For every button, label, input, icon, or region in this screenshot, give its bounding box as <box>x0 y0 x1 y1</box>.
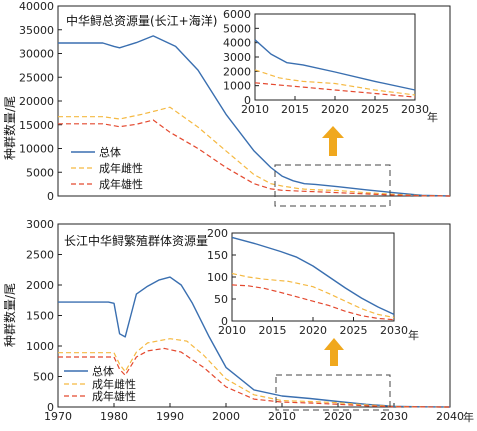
bottom-inset-ytick-label: 150 <box>207 249 228 262</box>
bottom-line-male <box>58 347 451 408</box>
bottom-line-female <box>58 338 451 408</box>
bottom-inset: 0 50 100 150 200 2010 2015 2020 2025 2030 年 <box>207 227 419 342</box>
top-inset-frame <box>254 13 416 101</box>
bottom-legend-label-female: 成年雌性 <box>92 377 136 391</box>
bottom-inset-line-female <box>231 272 395 319</box>
bottom-inset-ytick-label: 0 <box>221 315 228 328</box>
bottom-ylabel: 种群数量/尾 <box>2 283 17 347</box>
bottom-ytick-label: 0 <box>47 401 54 414</box>
top-inset-ytick-label: 2000 <box>223 65 251 78</box>
top-ytick-label: 0 <box>47 190 54 203</box>
bottom-ytick-label: 3000 <box>26 218 54 231</box>
top-legend-label-total: 总体 <box>99 145 121 159</box>
top-inset-line-total <box>254 39 416 91</box>
bottom-xtick-label: 2010 <box>268 410 296 423</box>
bottom-x-ticks: 1970 1980 1990 2000 2010 2020 2030 2040 <box>44 403 464 423</box>
bottom-xtick-label: 2030 <box>380 410 408 423</box>
bottom-inset-line-total <box>231 236 395 316</box>
bottom-title: 长江中华鲟繁殖群体资源量 <box>64 233 208 248</box>
top-line-total <box>58 35 451 197</box>
bottom-xtick-label: 1990 <box>156 410 184 423</box>
bottom-ytick-label: 2000 <box>26 279 54 292</box>
top-inset-xtick-label: 2010 <box>241 103 269 116</box>
bottom-inset-xtick-label: 2020 <box>299 324 327 337</box>
top-inset-series <box>254 39 416 98</box>
bottom-series <box>58 276 451 408</box>
top-inset-xtick-label: 2030 <box>401 103 429 116</box>
top-arrow-head <box>322 126 344 138</box>
top-inset-line-female <box>254 69 416 96</box>
bottom-arrow-head <box>324 338 344 350</box>
top-inset-xtick-label: 2020 <box>321 103 349 116</box>
top-inset-ytick-label: 6000 <box>223 8 251 21</box>
top-inset-ytick-label: 0 <box>244 94 251 107</box>
bottom-inset-xunit: 年 <box>408 328 419 342</box>
top-legend-label-female: 成年雌性 <box>99 161 143 175</box>
top-y-ticks: 0 5000 10000 15000 20000 25000 30000 35000 40000 <box>19 0 62 203</box>
top-arrow-stem <box>329 138 337 156</box>
top-ytick-label: 30000 <box>19 48 54 61</box>
top-inset-ytick-label: 5000 <box>223 22 251 35</box>
top-ytick-label: 25000 <box>19 71 54 84</box>
top-line-male <box>58 119 451 197</box>
top-ylabel: 种群数量/尾 <box>2 96 17 160</box>
bottom-legend-label-male: 成年雄性 <box>92 389 136 403</box>
bottom-inset-frame <box>231 232 395 322</box>
bottom-ytick-label: 1500 <box>26 310 54 323</box>
bottom-xtick-label: 2000 <box>212 410 240 423</box>
top-ytick-label: 20000 <box>19 95 54 108</box>
bottom-inset-xtick-label: 2025 <box>340 324 368 337</box>
top-inset-ytick-label: 1000 <box>223 80 251 93</box>
bottom-xtick-label: 2040 <box>436 410 464 423</box>
bottom-inset-ytick-label: 50 <box>214 293 228 306</box>
bottom-legend: 总体 成年雌性 成年雄性 <box>64 364 136 403</box>
bottom-arrow-stem <box>330 350 338 366</box>
bottom-up-arrow <box>324 338 344 366</box>
top-inset-xtick-label: 2025 <box>361 103 389 116</box>
bottom-inset-ticks: 0 50 100 150 200 2010 2015 2020 2025 2030 <box>207 227 408 337</box>
top-ytick-label: 40000 <box>19 0 54 13</box>
bottom-inset-ytick-label: 100 <box>207 271 228 284</box>
top-line-female <box>58 106 451 197</box>
bottom-legend-label-total: 总体 <box>92 364 114 378</box>
top-legend: 总体 成年雌性 成年雄性 <box>71 145 143 191</box>
top-inset-xtick-label: 2015 <box>281 103 309 116</box>
bottom-inset-ytick-label: 200 <box>207 227 228 240</box>
bottom-ytick-label: 2500 <box>26 249 54 262</box>
bottom-inset-xtick-label: 2010 <box>218 324 246 337</box>
top-title: 中华鲟总资源量(长江+海洋) <box>66 13 217 28</box>
top-inset-ytick-label: 3000 <box>223 51 251 64</box>
bottom-line-total <box>58 276 451 408</box>
bottom-ytick-label: 1000 <box>26 340 54 353</box>
bottom-xunit: 年 <box>463 410 474 424</box>
top-ytick-label: 5000 <box>26 166 54 179</box>
top-ytick-label: 35000 <box>19 24 54 37</box>
top-inset-xunit: 年 <box>427 110 438 124</box>
bottom-y-ticks: 0 500 1000 1500 2000 2500 3000 <box>26 218 62 414</box>
top-panel: 0500010000150002000025000300003500040000… <box>2 0 451 207</box>
bottom-ytick-label: 500 <box>33 371 54 384</box>
top-series <box>58 35 451 197</box>
top-up-arrow <box>322 126 344 156</box>
top-ytick-label: 10000 <box>19 143 54 156</box>
bottom-xtick-label: 1980 <box>100 410 128 423</box>
top-inset-line-male <box>254 82 416 98</box>
top-ytick-label: 15000 <box>19 119 54 132</box>
bottom-xtick-label: 1970 <box>44 410 72 423</box>
top-legend-label-male: 成年雄性 <box>99 177 143 191</box>
bottom-inset-xtick-label: 2015 <box>259 324 287 337</box>
bottom-highlight-box <box>275 374 391 411</box>
top-highlight-box <box>274 164 391 207</box>
bottom-inset-series <box>231 236 395 321</box>
bottom-inset-xtick-label: 2030 <box>380 324 408 337</box>
bottom-xtick-label: 2020 <box>324 410 352 423</box>
bottom-inset-line-male <box>231 284 395 321</box>
top-inset-ytick-label: 4000 <box>223 37 251 50</box>
